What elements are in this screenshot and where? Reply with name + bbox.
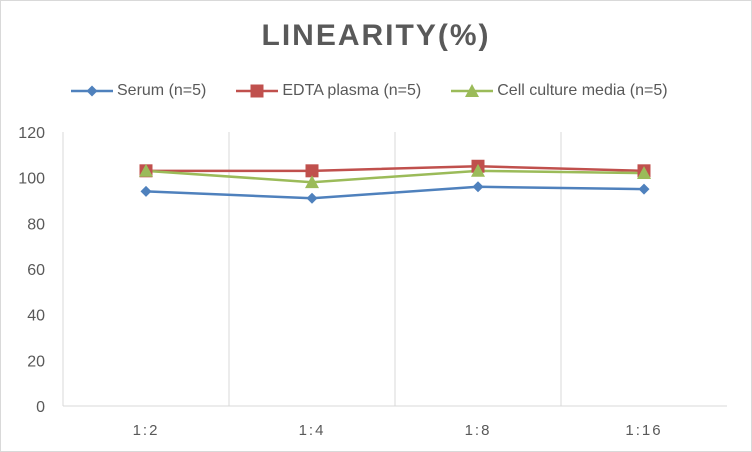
series-line-2 [145, 169, 645, 184]
legend-swatch-serum [71, 85, 113, 97]
legend-label-cell-culture-media: Cell culture media (n=5) [497, 82, 668, 99]
legend-label-serum: Serum (n=5) [117, 82, 207, 99]
data-point-series-2 [305, 175, 319, 189]
data-point-series-2 [637, 166, 651, 180]
chart-title: LINEARITY(%) [261, 19, 491, 52]
data-point-series-1 [305, 164, 319, 178]
y-tick-label: 60 [27, 262, 45, 279]
data-point-series-0 [140, 185, 152, 197]
data-point-series-2 [471, 163, 485, 177]
series-line-1 [146, 165, 645, 173]
legend-item-edta-plasma: EDTA plasma (n=5) [236, 82, 421, 100]
data-point-series-0 [306, 192, 318, 204]
x-tick-label: 1:4 [299, 422, 326, 439]
y-tick-label: 40 [27, 308, 45, 325]
y-tick-label: 80 [27, 216, 45, 233]
legend-swatch-marker [250, 84, 264, 98]
data-point-series-0 [472, 181, 484, 193]
legend: Serum (n=5) EDTA plasma (n=5) Cell cultu… [71, 81, 668, 101]
legend-item-cell-culture-media: Cell culture media (n=5) [451, 82, 668, 100]
x-tick-label: 1:16 [625, 422, 662, 439]
series-line-0 [145, 185, 645, 200]
y-tick-label: 0 [36, 399, 45, 416]
legend-label-edta-plasma: EDTA plasma (n=5) [282, 82, 422, 99]
legend-swatch-edta-plasma [236, 84, 279, 98]
x-tick-label: 1:2 [133, 422, 160, 439]
y-tick-label: 120 [18, 125, 45, 142]
legend-swatch-cell-culture-media [451, 84, 494, 97]
legend-item-serum: Serum (n=5) [71, 82, 206, 100]
y-tick-label: 100 [18, 171, 45, 188]
data-point-series-0 [638, 183, 650, 195]
legend-swatch-marker [465, 84, 480, 97]
legend-swatch-marker [86, 85, 98, 97]
y-tick-label: 20 [27, 353, 45, 370]
data-point-series-2 [139, 163, 153, 177]
x-tick-label: 1:8 [465, 422, 492, 439]
